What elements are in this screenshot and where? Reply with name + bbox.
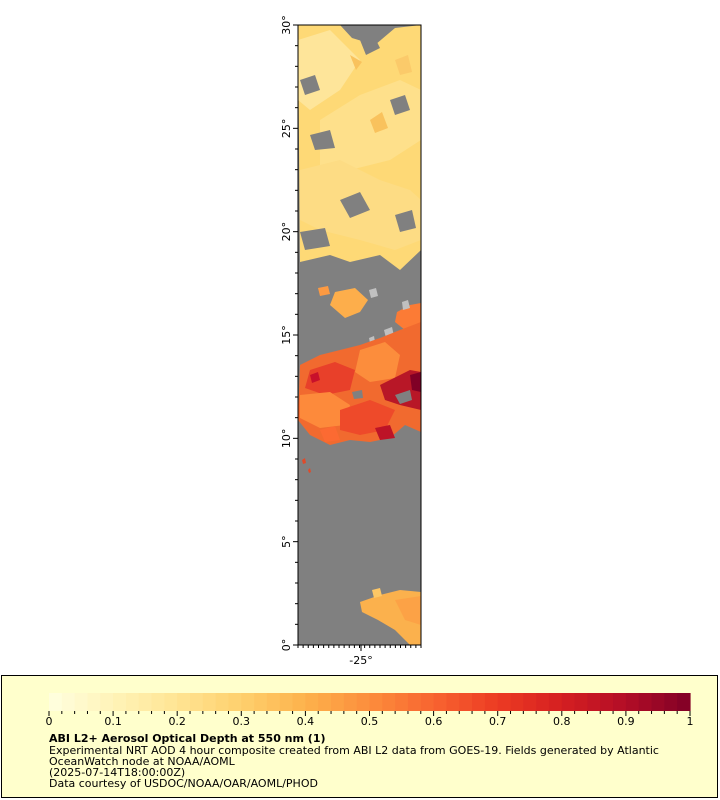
colorbar-tick-label: 0.4 (297, 715, 315, 728)
aod-plume-north (298, 25, 421, 270)
aod-patch-17n (318, 286, 421, 330)
colorbar-swatch (305, 693, 319, 711)
colorbar-ticks: 0 0.1 0.2 0.3 0.4 0.5 0.6 0.7 0.8 0.9 1 (46, 711, 694, 728)
map-area: 30° 25° 20° 15° 10° 5° 0° -25° (280, 15, 422, 667)
colorbar-swatch (138, 693, 153, 711)
colorbar-swatch (587, 693, 601, 711)
colorbar-swatch (536, 693, 550, 711)
colorbar-swatch (241, 693, 255, 711)
colorbar-tick-label: 0.8 (553, 715, 571, 728)
legend-title: ABI L2+ Aerosol Optical Depth at 550 nm … (49, 732, 326, 745)
colorbar-swatch (87, 693, 101, 711)
colorbar-swatch (61, 693, 76, 711)
colorbar-swatch (369, 693, 383, 711)
colorbar-swatch (395, 693, 409, 711)
colorbar-swatch (446, 693, 460, 711)
lat-tick-label: 10° (280, 429, 293, 449)
colorbar-swatch (254, 693, 268, 711)
aod-patch-south (360, 588, 421, 645)
colorbar-swatch (113, 693, 127, 711)
aod-map: 30° 25° 20° 15° 10° 5° 0° -25° (280, 15, 422, 667)
legend-description-line-2: OceanWatch node at NOAA/AOML (49, 755, 235, 768)
colorbar-swatch (561, 693, 576, 711)
colorbar-swatch (638, 693, 653, 711)
lat-tick-label: 0° (280, 639, 293, 652)
colorbar-tick-label: 0.9 (617, 715, 635, 728)
colorbar-swatch (100, 693, 114, 711)
colorbar-swatch (190, 693, 204, 711)
colorbar-swatches (49, 693, 691, 711)
lat-tick-label: 20° (280, 222, 293, 242)
colorbar-swatch (382, 693, 396, 711)
colorbar-tick-label: 0.5 (361, 715, 379, 728)
legend-credits: Data courtesy of USDOC/NOAA/OAR/AOML/PHO… (49, 777, 318, 790)
colorbar-swatch (472, 693, 486, 711)
lat-tick-label: 25° (280, 119, 293, 139)
colorbar-swatch (177, 693, 191, 711)
colorbar-tick-label: 0.2 (168, 715, 186, 728)
colorbar-swatch (625, 693, 640, 711)
lat-tick-label: 5° (280, 535, 293, 548)
colorbar-swatch (484, 693, 499, 711)
colorbar-swatch (677, 693, 691, 711)
colorbar-swatch (613, 693, 627, 711)
colorbar-swatch (497, 693, 512, 711)
colorbar-swatch (279, 693, 294, 711)
colorbar-swatch (74, 693, 89, 711)
colorbar-swatch (600, 693, 614, 711)
colorbar-swatch (151, 693, 165, 711)
colorbar: 0 0.1 0.2 0.3 0.4 0.5 0.6 0.7 0.8 0.9 1 (46, 693, 694, 728)
colorbar-tick-label: 0 (46, 715, 53, 728)
colorbar-swatch (343, 693, 358, 711)
longitude-axis: -25° (297, 645, 422, 667)
colorbar-swatch (574, 693, 589, 711)
colorbar-tick-label: 0.7 (489, 715, 507, 728)
colorbar-swatch (292, 693, 306, 711)
lat-tick-label: 15° (280, 325, 293, 345)
colorbar-swatch (548, 693, 563, 711)
legend-description-line-1: Experimental NRT AOD 4 hour composite cr… (49, 744, 659, 757)
colorbar-tick-label: 1 (687, 715, 694, 728)
colorbar-swatch (164, 693, 178, 711)
colorbar-swatch (420, 693, 435, 711)
colorbar-swatch (202, 693, 217, 711)
legend-timestamp: (2025-07-14T18:00:00Z) (49, 766, 186, 779)
colorbar-tick-label: 0.1 (104, 715, 122, 728)
legend-panel: 0 0.1 0.2 0.3 0.4 0.5 0.6 0.7 0.8 0.9 1 ABI L2+ Ae… (1, 675, 718, 798)
colorbar-swatch (228, 693, 242, 711)
colorbar-swatch (215, 693, 230, 711)
colorbar-swatch (523, 693, 537, 711)
lat-tick-label: 30° (280, 15, 293, 35)
colorbar-swatch (407, 693, 422, 711)
colorbar-swatch (266, 693, 281, 711)
colorbar-swatch (433, 693, 448, 711)
latitude-axis: 30° 25° 20° 15° 10° 5° 0° (280, 15, 298, 651)
colorbar-swatch (651, 693, 665, 711)
colorbar-swatch (49, 693, 63, 711)
colorbar-swatch (331, 693, 345, 711)
colorbar-swatch (356, 693, 371, 711)
colorbar-swatch (318, 693, 332, 711)
colorbar-swatch (664, 693, 678, 711)
colorbar-tick-label: 0.3 (233, 715, 251, 728)
colorbar-swatch (510, 693, 524, 711)
colorbar-tick-label: 0.6 (425, 715, 443, 728)
aod-plume-central (298, 322, 421, 473)
colorbar-swatch (125, 693, 140, 711)
lon-tick-label: -25° (349, 654, 372, 667)
colorbar-swatch (459, 693, 473, 711)
